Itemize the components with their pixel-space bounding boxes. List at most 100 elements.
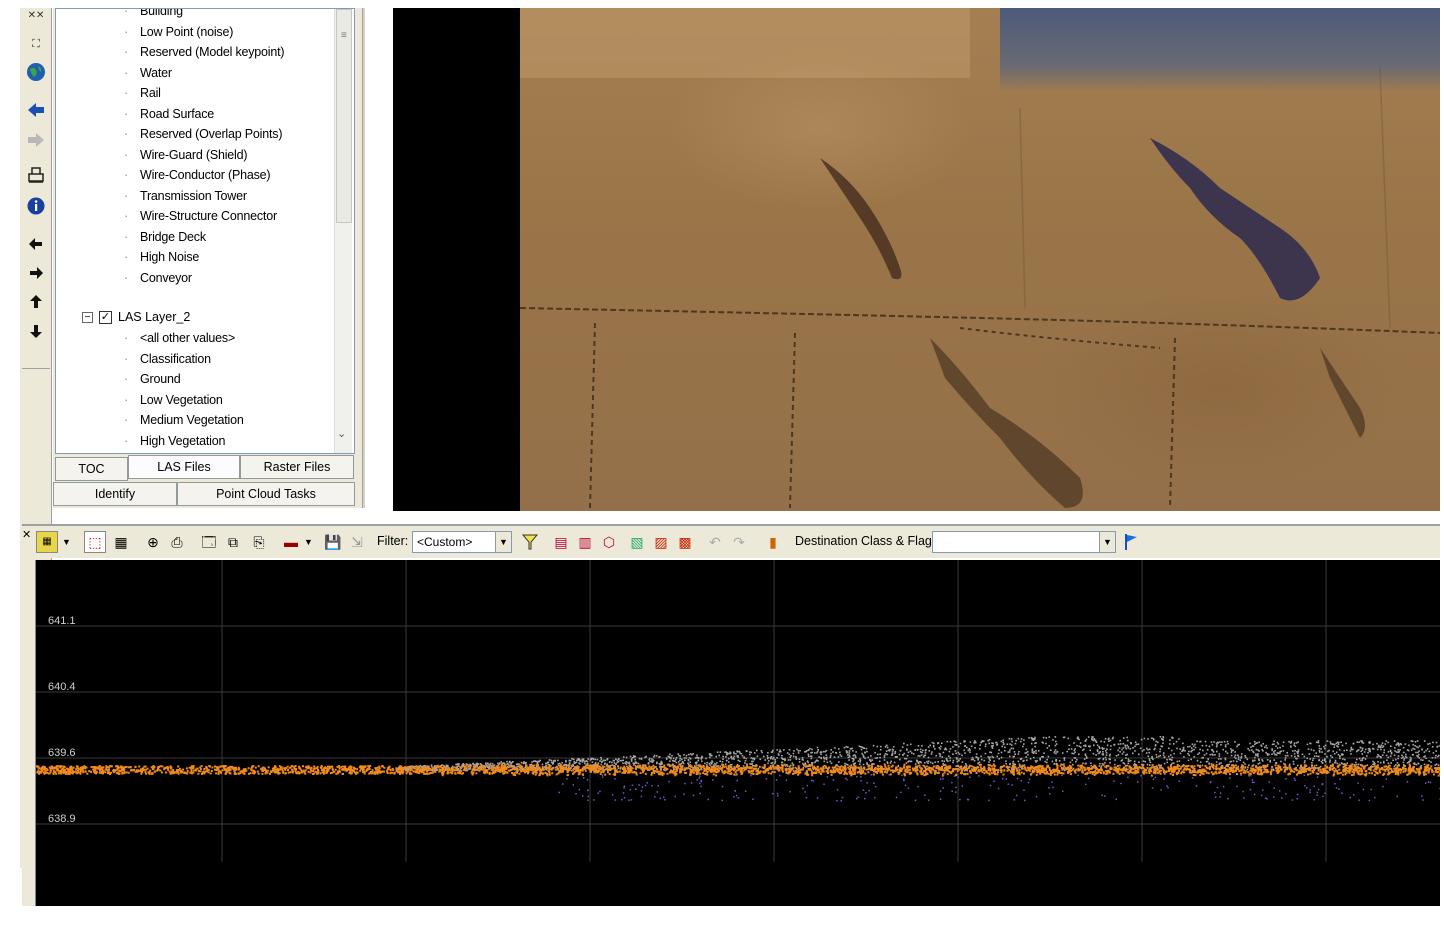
copy-icon[interactable]: ⎘ — [253, 534, 265, 550]
map-view[interactable] — [393, 8, 1440, 511]
tab-toc[interactable]: TOC — [55, 457, 128, 481]
pan-down-icon[interactable] — [24, 319, 48, 343]
pan-right-icon[interactable] — [24, 261, 48, 285]
ground-point — [1303, 771, 1306, 773]
vegetation-point — [1155, 740, 1157, 743]
undo-icon[interactable]: ↶ — [709, 534, 721, 550]
redo-icon[interactable]: ↷ — [733, 534, 745, 550]
vegetation-point — [921, 745, 923, 747]
tab-raster-files[interactable]: Raster Files — [240, 455, 354, 479]
forward-arrow-icon[interactable] — [24, 128, 48, 152]
close-icon[interactable]: ✕ — [22, 528, 32, 541]
classify-box-icon[interactable]: ▩ — [678, 534, 692, 550]
vegetation-point — [1122, 737, 1125, 739]
fixed-zoom-icon[interactable]: ⛶ — [32, 37, 40, 50]
y-tick-label: 639.6 — [48, 747, 76, 759]
toc-class-item[interactable]: Ground — [124, 369, 181, 389]
ground-point — [764, 768, 767, 771]
chevron-down-icon[interactable]: ▼ — [1099, 532, 1115, 552]
toc-class-item[interactable]: Reserved (Overlap Points) — [124, 124, 283, 144]
vegetation-point — [1266, 759, 1269, 761]
toc-class-item[interactable]: Wire-Conductor (Phase) — [124, 165, 271, 185]
toc-class-item[interactable]: Classification — [124, 349, 211, 369]
ground-point — [1378, 770, 1381, 773]
filter-funnel-icon[interactable] — [519, 531, 541, 553]
grid-icon[interactable]: ▦ — [114, 534, 128, 550]
class-flags-icon[interactable]: ▮ — [769, 534, 777, 550]
vegetation-point — [1428, 750, 1431, 753]
chevron-down-icon[interactable]: ▼ — [495, 532, 511, 552]
toc-class-item[interactable]: High Noise — [124, 247, 199, 267]
tab-identify[interactable]: Identify — [53, 482, 177, 506]
vegetation-point — [1114, 759, 1116, 761]
ground-point — [672, 764, 674, 767]
ground-point — [629, 767, 632, 770]
layer-checkbox[interactable]: ✓ — [99, 310, 112, 324]
color-ramp-icon[interactable]: ▬ — [284, 534, 298, 550]
toc-scroll-thumb[interactable]: ≡ — [336, 9, 352, 223]
tab-point-cloud-tasks[interactable]: Point Cloud Tasks — [177, 482, 355, 506]
toc-tree[interactable]: BuildingLow Point (noise)Reserved (Model… — [55, 8, 355, 454]
chevron-down-icon[interactable]: ▼ — [62, 536, 71, 547]
classify-lasso-icon[interactable]: ▧ — [630, 534, 644, 550]
panel-splitter[interactable] — [362, 8, 365, 508]
globe-icon[interactable] — [24, 60, 48, 84]
toc-class-item[interactable]: Rail — [124, 83, 161, 103]
properties-icon[interactable]: 🗔 — [201, 534, 217, 550]
toc-class-item[interactable]: Road Surface — [124, 104, 214, 124]
toc-class-item[interactable]: Water — [124, 63, 172, 83]
profile-view[interactable]: 641.1 640.4 639.6 638.9 — [36, 560, 1440, 906]
toc-class-item[interactable]: Transmission Tower — [124, 186, 247, 206]
save-icon[interactable]: 💾 — [324, 534, 342, 550]
tab-las-files[interactable]: LAS Files — [128, 455, 240, 479]
class-color-icon[interactable]: ▦ — [36, 531, 58, 553]
zoom-in-icon[interactable]: ⊕ — [147, 534, 159, 550]
profile-view-icon[interactable]: ⬚ — [84, 531, 106, 553]
toc-class-item[interactable]: Conveyor — [124, 268, 192, 288]
vegetation-point — [1396, 743, 1398, 745]
info-icon[interactable] — [24, 194, 48, 218]
vegetation-point — [1035, 752, 1037, 754]
destination-class-select[interactable]: ▼ — [932, 531, 1116, 553]
window-icon[interactable]: ⧉ — [228, 534, 238, 550]
vegetation-point — [930, 753, 933, 755]
print-icon[interactable] — [24, 163, 48, 187]
export-icon[interactable]: ⇲ — [351, 534, 363, 550]
ground-point — [1227, 770, 1230, 773]
vegetation-point — [1212, 751, 1215, 753]
ground-point — [889, 769, 892, 772]
filter-select[interactable]: <Custom> ▼ — [412, 531, 512, 553]
toc-class-item[interactable]: Low Point (noise) — [124, 22, 233, 42]
scroll-down-icon[interactable]: ⌄ — [337, 428, 347, 440]
pan-up-icon[interactable] — [24, 290, 48, 314]
print-profile-icon[interactable]: ⎙ — [171, 534, 183, 550]
toc-class-item[interactable]: High Vegetation — [124, 431, 226, 451]
toc-class-item[interactable]: Low Vegetation — [124, 390, 223, 410]
classify-line-icon[interactable]: ▨ — [654, 534, 668, 550]
classify-below-icon[interactable]: ▥ — [578, 534, 592, 550]
vegetation-point — [1078, 753, 1080, 756]
pan-left-icon[interactable] — [24, 232, 48, 256]
vegetation-point — [1084, 762, 1087, 765]
toc-class-item[interactable]: Bridge Deck — [124, 227, 206, 247]
collapse-icon[interactable]: − — [82, 311, 93, 323]
vegetation-point — [1318, 749, 1321, 752]
toc-class-item[interactable]: Building — [124, 9, 183, 21]
back-arrow-icon[interactable] — [24, 98, 48, 122]
toc-class-item[interactable]: Reserved (Model keypoint) — [124, 42, 285, 62]
toc-scrollbar[interactable]: ≡ ⌄ — [334, 9, 352, 453]
chevron-down-icon[interactable]: ▼ — [304, 536, 313, 547]
classify-polygon-icon[interactable]: ⬡ — [602, 534, 616, 550]
vegetation-point — [1193, 765, 1196, 767]
toc-class-item[interactable]: Wire-Structure Connector — [124, 206, 277, 226]
toc-class-item[interactable]: Medium Vegetation — [124, 410, 244, 430]
ground-point — [66, 767, 68, 770]
flag-icon[interactable] — [1120, 531, 1142, 553]
las-layer-row[interactable]: − ✓ LAS Layer_2 — [82, 307, 190, 327]
toc-class-item[interactable]: <all other values> — [124, 328, 235, 348]
toc-class-item[interactable]: Wire-Guard (Shield) — [124, 145, 248, 165]
full-extent-icon[interactable]: ✕✕ — [27, 10, 45, 21]
classify-above-icon[interactable]: ▤ — [554, 534, 568, 550]
ground-point — [899, 767, 902, 770]
ground-point — [1370, 766, 1373, 769]
